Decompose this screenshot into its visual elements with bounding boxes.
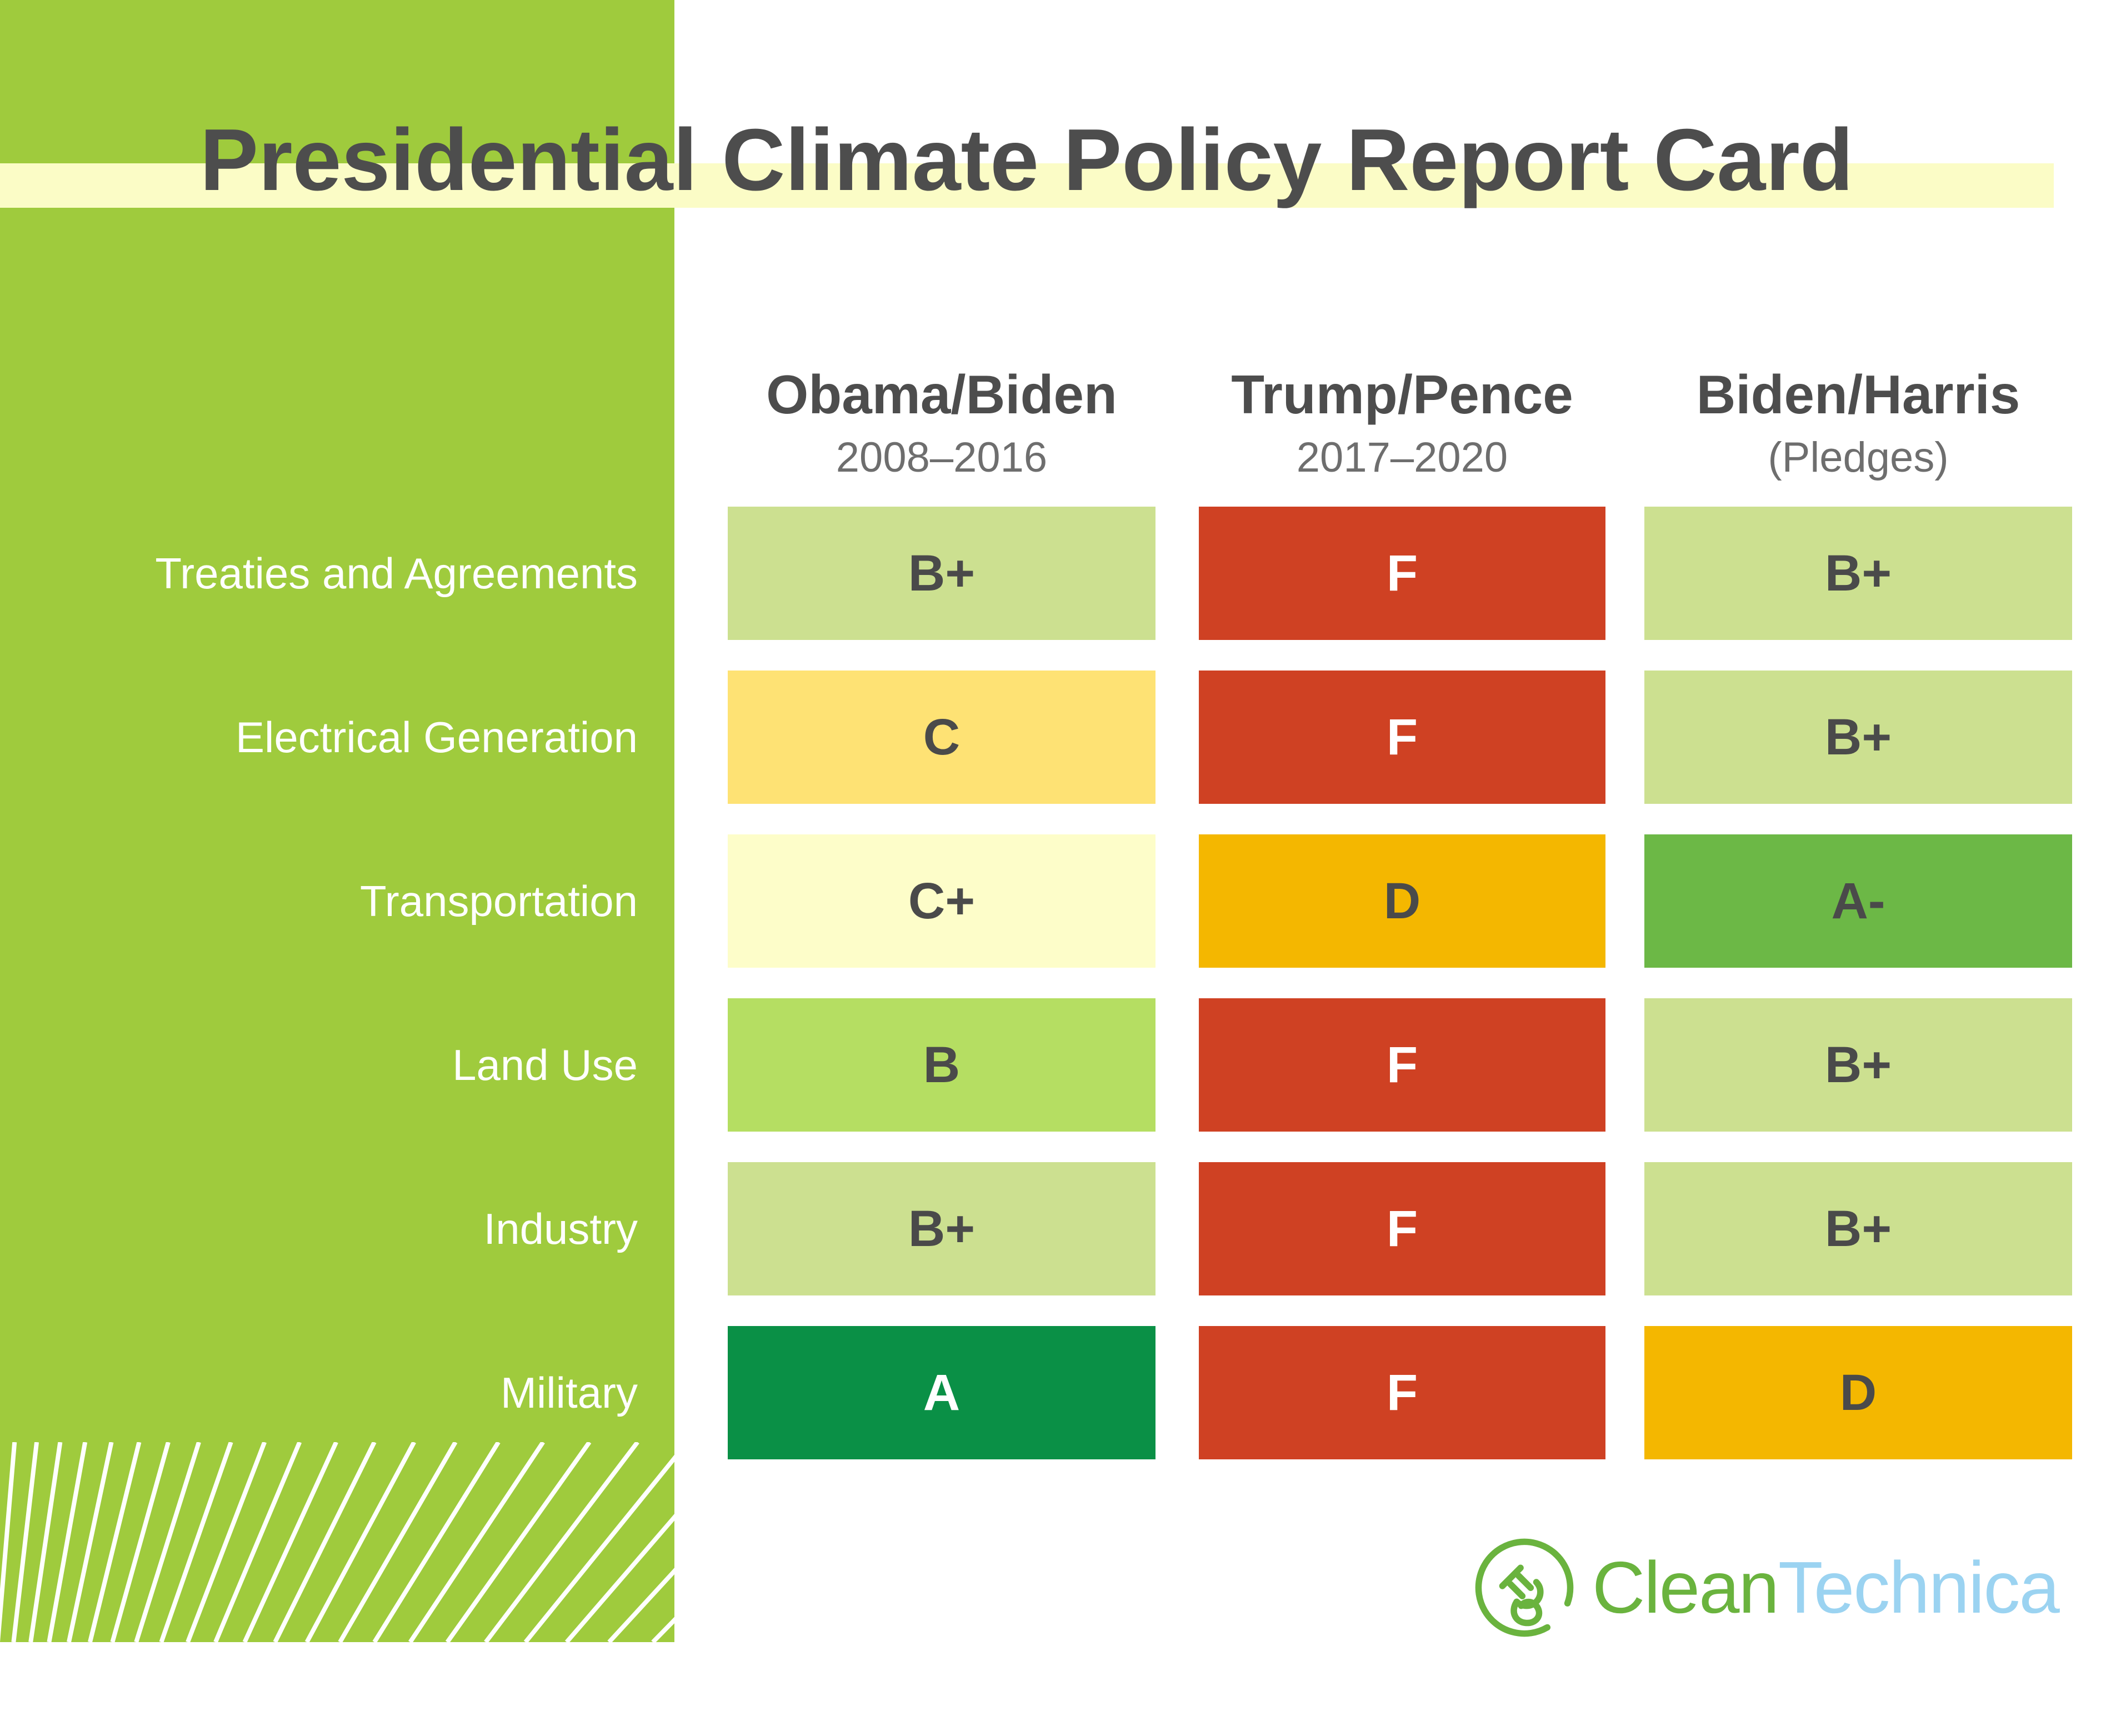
logo-text-clean: Clean <box>1592 1547 1779 1628</box>
row-label-industry: Industry <box>483 1204 638 1253</box>
grade-cell: D <box>1644 1326 2072 1459</box>
green-sidebar <box>0 0 674 1642</box>
grade-text: F <box>1386 544 1418 602</box>
logo-text-technica: Technica <box>1778 1547 2060 1628</box>
grade-cell: B+ <box>1644 507 2072 640</box>
grade-text: B+ <box>908 1200 976 1257</box>
grade-text: D <box>1839 1364 1877 1421</box>
grade-cell: B+ <box>728 1162 1155 1295</box>
grade-text: C <box>923 708 961 766</box>
grade-cell: B+ <box>1644 671 2072 804</box>
grade-cell: C+ <box>728 834 1155 968</box>
grade-text: B+ <box>908 544 976 602</box>
grade-text: A <box>923 1364 961 1421</box>
grade-cell: B+ <box>728 507 1155 640</box>
row-label-transportation: Transportation <box>359 877 638 925</box>
grade-cell: F <box>1199 671 1605 804</box>
grade-cell: A- <box>1644 834 2072 968</box>
grade-text: F <box>1386 1364 1418 1421</box>
row-label-electrical: Electrical Generation <box>235 713 638 762</box>
grade-cell: B+ <box>1644 998 2072 1132</box>
grade-cell: F <box>1199 998 1605 1132</box>
column-subtitle-trump-pence: 2017–2020 <box>1296 434 1508 481</box>
row-label-land-use: Land Use <box>452 1040 638 1089</box>
grade-text: C+ <box>908 872 976 929</box>
row-label-military: Military <box>501 1368 638 1417</box>
grade-text: A- <box>1831 872 1885 929</box>
grade-cell: F <box>1199 1162 1605 1295</box>
grade-cell: F <box>1199 507 1605 640</box>
grade-text: F <box>1386 1036 1418 1093</box>
grade-cell: B+ <box>1644 1162 2072 1295</box>
grade-text: B+ <box>1824 544 1892 602</box>
plug-circle-icon <box>1475 1538 1574 1637</box>
grade-cell: C <box>728 671 1155 804</box>
grade-text: B+ <box>1824 708 1892 766</box>
grade-cell: B <box>728 998 1155 1132</box>
grade-cell: D <box>1199 834 1605 968</box>
logo-wordmark: CleanTechnica <box>1592 1534 2060 1641</box>
grade-text: B <box>923 1036 961 1093</box>
column-header-trump-pence: Trump/Pence <box>1231 364 1573 425</box>
title-highlight-band <box>0 163 2054 208</box>
grade-cell: A <box>728 1326 1155 1459</box>
grade-text: F <box>1386 1200 1418 1257</box>
grade-text: D <box>1383 872 1421 929</box>
hatch-pattern <box>0 1442 674 1642</box>
column-header-obama-biden: Obama/Biden <box>766 364 1117 425</box>
row-label-treaties: Treaties and Agreements <box>155 549 638 598</box>
page-title: Presidential Climate Policy Report Card <box>199 111 1854 209</box>
grade-text: B+ <box>1824 1200 1892 1257</box>
column-header-biden-harris: Biden/Harris <box>1696 364 2020 425</box>
grade-text: B+ <box>1824 1036 1892 1093</box>
grade-cell: F <box>1199 1326 1605 1459</box>
column-subtitle-obama-biden: 2008–2016 <box>836 434 1048 481</box>
grade-text: F <box>1386 708 1418 766</box>
column-subtitle-biden-harris: (Pledges) <box>1768 434 1949 481</box>
cleantechnica-logo: CleanTechnica <box>1471 1534 2060 1641</box>
